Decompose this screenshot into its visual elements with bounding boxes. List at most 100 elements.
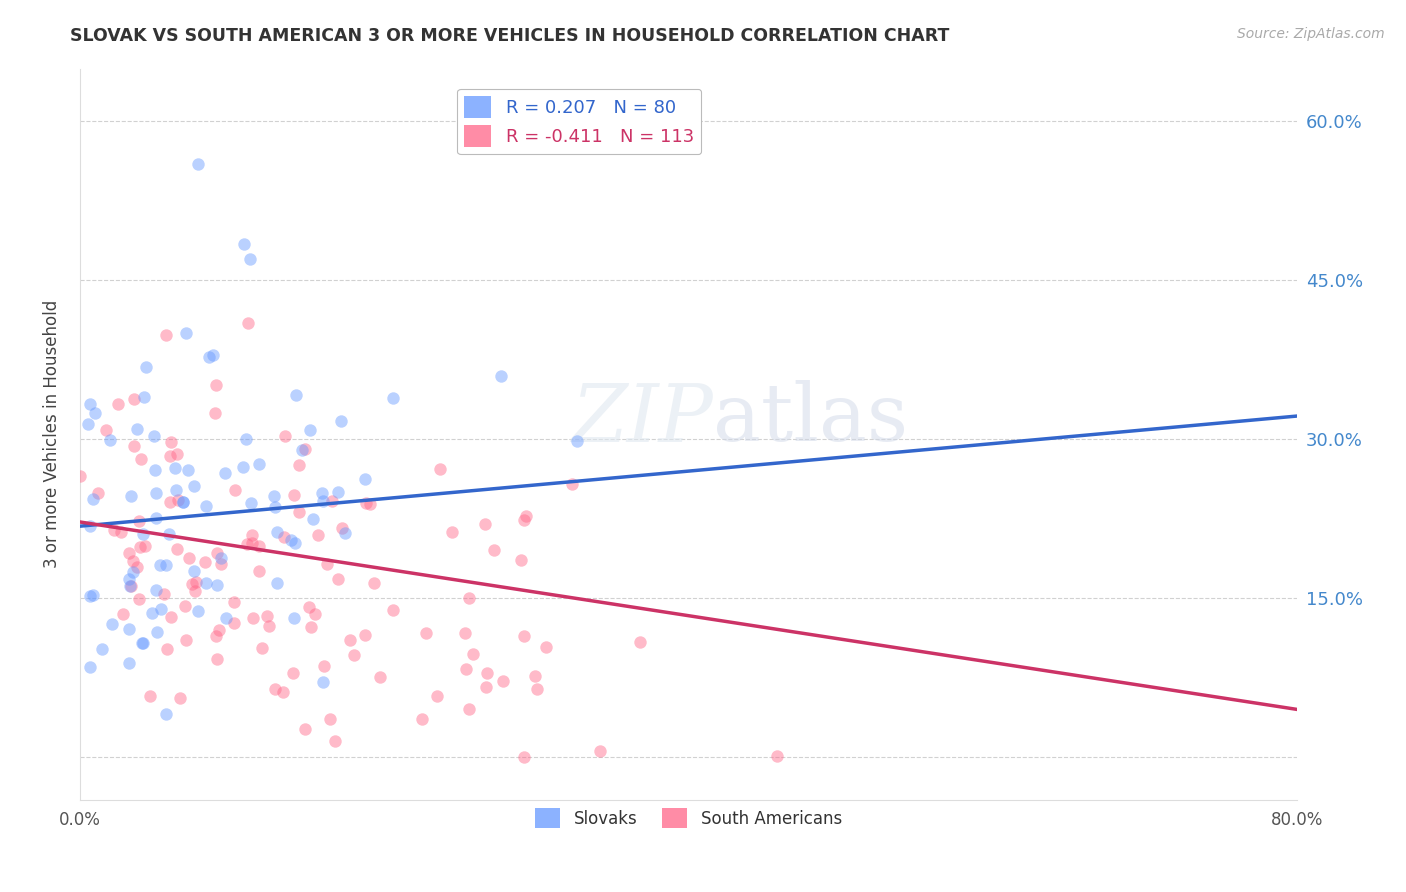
Point bbox=[312, 675, 335, 690]
Point bbox=[214, 466, 236, 480]
Point bbox=[159, 610, 181, 624]
Point bbox=[512, 750, 534, 764]
Point bbox=[118, 573, 141, 587]
Point bbox=[143, 429, 166, 443]
Point bbox=[172, 494, 194, 508]
Point bbox=[301, 512, 323, 526]
Point bbox=[122, 554, 145, 568]
Point bbox=[121, 566, 143, 580]
Point bbox=[415, 625, 437, 640]
Point bbox=[326, 572, 349, 586]
Point bbox=[120, 489, 142, 503]
Point bbox=[247, 458, 270, 472]
Point bbox=[482, 543, 505, 558]
Point bbox=[283, 611, 305, 625]
Point bbox=[291, 442, 314, 457]
Point bbox=[166, 447, 188, 461]
Point bbox=[628, 635, 651, 649]
Point bbox=[274, 429, 297, 443]
Point bbox=[589, 744, 612, 758]
Point bbox=[454, 626, 477, 640]
Point bbox=[181, 577, 204, 591]
Point bbox=[368, 670, 391, 684]
Point bbox=[250, 640, 273, 655]
Point bbox=[141, 606, 163, 620]
Point bbox=[474, 516, 496, 531]
Point bbox=[523, 669, 546, 683]
Point bbox=[333, 525, 356, 540]
Point bbox=[128, 591, 150, 606]
Point bbox=[155, 328, 177, 343]
Point bbox=[183, 564, 205, 578]
Point bbox=[205, 546, 228, 560]
Point bbox=[82, 491, 104, 506]
Point bbox=[79, 519, 101, 533]
Point bbox=[87, 485, 110, 500]
Text: atlas: atlas bbox=[713, 380, 908, 458]
Point bbox=[159, 449, 181, 463]
Point bbox=[209, 557, 232, 571]
Point bbox=[263, 489, 285, 503]
Point bbox=[266, 525, 288, 540]
Point bbox=[510, 552, 533, 566]
Point bbox=[266, 576, 288, 591]
Point bbox=[312, 659, 335, 673]
Point bbox=[186, 574, 208, 589]
Point bbox=[343, 648, 366, 663]
Point bbox=[129, 452, 152, 467]
Point bbox=[205, 578, 228, 592]
Point bbox=[132, 390, 155, 404]
Point bbox=[765, 749, 787, 764]
Point bbox=[426, 689, 449, 703]
Point bbox=[285, 388, 308, 402]
Point bbox=[134, 539, 156, 553]
Point bbox=[283, 488, 305, 502]
Point bbox=[150, 602, 173, 616]
Point bbox=[233, 236, 256, 251]
Point bbox=[127, 559, 149, 574]
Point bbox=[167, 492, 190, 507]
Point bbox=[512, 513, 534, 527]
Point bbox=[294, 442, 316, 456]
Point bbox=[281, 665, 304, 680]
Point bbox=[491, 369, 513, 384]
Point bbox=[456, 662, 478, 676]
Point bbox=[118, 657, 141, 671]
Point bbox=[194, 555, 217, 569]
Point bbox=[101, 617, 124, 632]
Point bbox=[79, 589, 101, 603]
Point bbox=[257, 619, 280, 633]
Point bbox=[195, 576, 218, 591]
Point bbox=[177, 463, 200, 477]
Point bbox=[304, 607, 326, 621]
Point bbox=[122, 392, 145, 406]
Point bbox=[201, 347, 224, 361]
Point bbox=[128, 541, 150, 555]
Point bbox=[328, 485, 350, 500]
Point bbox=[174, 633, 197, 648]
Point bbox=[124, 439, 146, 453]
Point bbox=[242, 611, 264, 625]
Point bbox=[127, 422, 149, 436]
Point bbox=[128, 514, 150, 528]
Point bbox=[166, 541, 188, 556]
Point bbox=[145, 486, 167, 500]
Point bbox=[224, 595, 246, 609]
Point bbox=[198, 350, 221, 364]
Point bbox=[429, 462, 451, 476]
Point bbox=[298, 600, 321, 615]
Point bbox=[205, 652, 228, 666]
Point bbox=[157, 526, 180, 541]
Point bbox=[118, 579, 141, 593]
Point bbox=[165, 483, 187, 497]
Point bbox=[160, 435, 183, 450]
Point bbox=[382, 391, 405, 405]
Point bbox=[526, 681, 548, 696]
Point bbox=[458, 702, 481, 716]
Point bbox=[174, 326, 197, 340]
Point bbox=[307, 528, 329, 542]
Point bbox=[411, 712, 433, 726]
Point bbox=[132, 636, 155, 650]
Point bbox=[103, 523, 125, 537]
Point bbox=[565, 434, 588, 449]
